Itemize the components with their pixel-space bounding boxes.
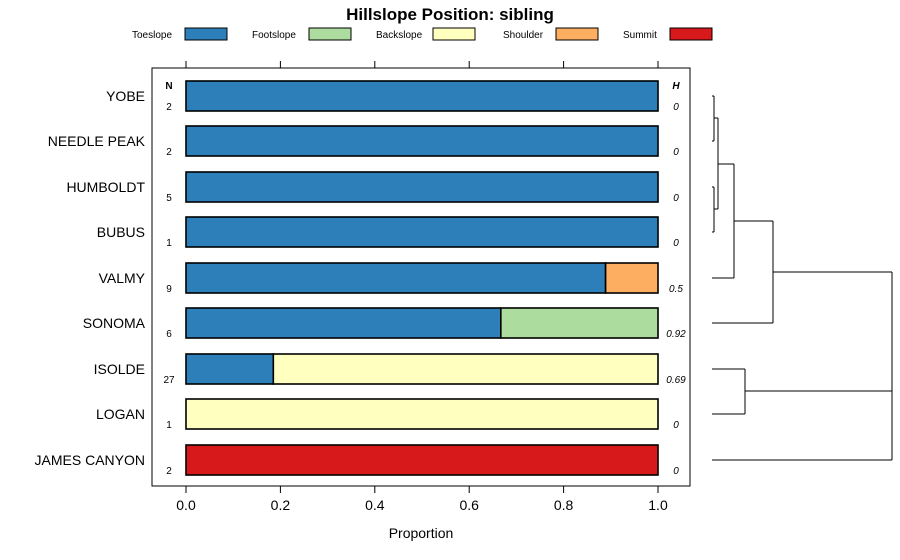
- bar-segment-backslope: [272, 353, 659, 385]
- row-n-value: 2: [166, 147, 172, 158]
- x-tick-label-4: 0.8: [554, 497, 574, 513]
- row-h-value: 0: [673, 102, 679, 113]
- row-h-value: 0.5: [669, 284, 683, 295]
- row-label: JAMES CANYON: [35, 452, 145, 468]
- row-label: ISOLDE: [94, 361, 145, 377]
- row-isolde: ISOLDE 27 0.69: [94, 353, 686, 386]
- row-label: YOBE: [106, 88, 145, 104]
- bar-segment-toeslope: [185, 307, 502, 339]
- legend: Toeslope Footslope Backslope Shoulder Summit: [132, 27, 713, 41]
- row-h-value: 0.92: [666, 329, 686, 340]
- row-n-value: 6: [166, 329, 172, 340]
- x-axis-label: Proportion: [389, 525, 454, 541]
- n-header: N: [165, 81, 172, 92]
- bar-segment-toeslope: [185, 125, 659, 157]
- bar-segment-toeslope: [185, 171, 659, 203]
- row-label: HUMBOLDT: [66, 179, 145, 195]
- row-n-value: 2: [166, 466, 172, 477]
- bar-segment-footslope: [500, 307, 659, 339]
- row-valmy: VALMY 9 0.5: [99, 262, 683, 295]
- legend-label-0: Toeslope: [132, 30, 172, 41]
- row-humboldt: HUMBOLDT 5 0: [66, 171, 679, 204]
- row-needle-peak: NEEDLE PEAK 2 0: [48, 125, 679, 158]
- x-tick-label-2: 0.4: [365, 497, 385, 513]
- row-label: SONOMA: [83, 315, 146, 331]
- row-sonoma: SONOMA 6 0.92: [83, 307, 686, 340]
- bar-segment-toeslope: [185, 216, 659, 248]
- row-n-value: 1: [166, 238, 172, 249]
- row-n-value: 5: [166, 193, 172, 204]
- legend-swatch-3: [555, 27, 599, 41]
- row-label: NEEDLE PEAK: [48, 133, 146, 149]
- x-tick-label-1: 0.2: [271, 497, 291, 513]
- bar-segment-shoulder: [604, 262, 659, 294]
- dendrogram: [712, 95, 893, 461]
- bar-segment-toeslope: [185, 262, 607, 294]
- legend-label-1: Footslope: [252, 30, 296, 41]
- legend-label-4: Summit: [623, 30, 657, 41]
- legend-swatch-1: [308, 27, 352, 41]
- bar-segment-toeslope: [185, 353, 275, 385]
- row-h-value: 0: [673, 238, 679, 249]
- bar-segment-toeslope: [185, 80, 659, 112]
- x-tick-label-0: 0.0: [176, 497, 196, 513]
- legend-swatch-2: [432, 27, 476, 41]
- x-tick-label-3: 0.6: [459, 497, 479, 513]
- row-h-value: 0: [673, 420, 679, 431]
- bar-segment-backslope: [185, 398, 659, 430]
- row-james-canyon: JAMES CANYON 2 0: [35, 444, 679, 477]
- row-yobe: YOBE 2 0: [106, 80, 679, 113]
- row-logan: LOGAN 1 0: [96, 398, 679, 431]
- bar-segment-summit: [185, 444, 659, 476]
- legend-label-3: Shoulder: [503, 30, 544, 41]
- row-h-value: 0.69: [666, 375, 686, 386]
- x-tick-label-5: 1.0: [648, 497, 668, 513]
- row-n-value: 27: [163, 375, 175, 386]
- plot-frame: [151, 67, 691, 487]
- row-h-value: 0: [673, 466, 679, 477]
- row-n-value: 9: [166, 284, 172, 295]
- row-label: VALMY: [99, 270, 146, 286]
- legend-label-2: Backslope: [376, 30, 423, 41]
- row-bubus: BUBUS 1 0: [97, 216, 679, 249]
- row-label: BUBUS: [97, 224, 145, 240]
- row-n-value: 1: [166, 420, 172, 431]
- row-n-value: 2: [166, 102, 172, 113]
- legend-swatch-0: [184, 27, 228, 41]
- h-header: H: [672, 81, 680, 92]
- row-label: LOGAN: [96, 406, 145, 422]
- legend-swatch-4: [669, 27, 713, 41]
- row-h-value: 0: [673, 147, 679, 158]
- row-h-value: 0: [673, 193, 679, 204]
- chart-title: Hillslope Position: sibling: [346, 5, 554, 24]
- bar-rows: YOBE 2 0 NEEDLE PEAK 2 0 HUMBOLDT 5 0 BUBUS 1 0 VALM…: [35, 80, 686, 477]
- x-axis: 0.0 0.2 0.4 0.6 0.8 1.0: [176, 61, 668, 513]
